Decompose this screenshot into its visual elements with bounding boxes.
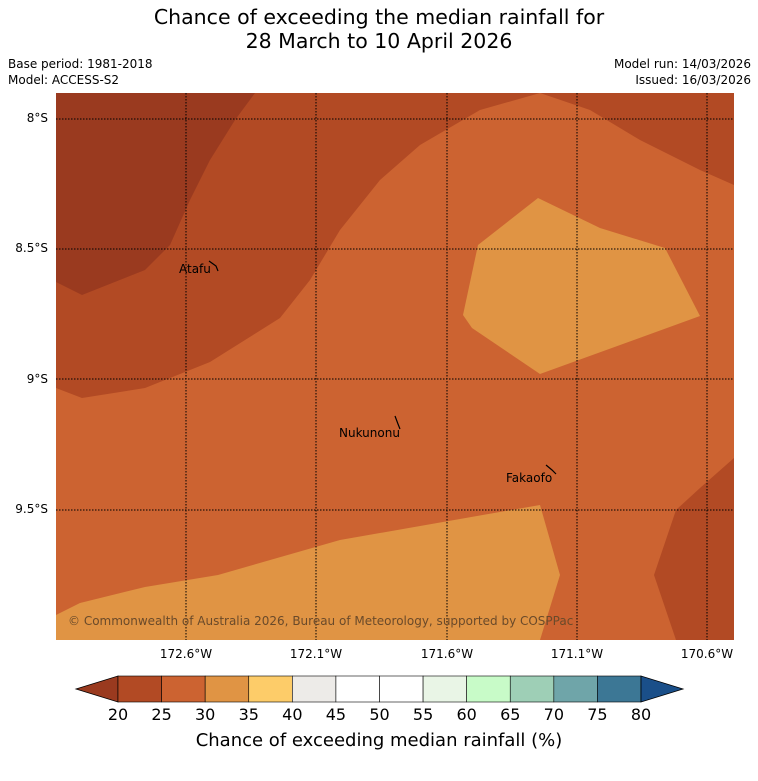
colorbar-segment [335,675,380,703]
colorbar-segment [553,675,598,703]
map-contours [56,93,734,640]
colorbar-segment [204,675,250,703]
colorbar-tick-label: 70 [543,705,564,724]
colorbar-segment [161,675,206,703]
colorbar-segment [422,675,467,703]
colorbar-segment [248,675,293,703]
lon-label-170-6: 170.6°W [680,647,734,661]
atafu-coastline [208,260,219,272]
copyright-notice: © Commonwealth of Australia 2026, Bureau… [68,614,574,628]
colorbar-tick-label: 20 [107,705,129,724]
graticule [56,93,734,640]
lat-label-8-5: 8.5°S [15,241,48,255]
colorbar-extend-high [640,675,685,703]
lat-label-8: 8°S [26,111,48,125]
contour-30-35-northeast [463,198,700,374]
colorbar-tick-label: 40 [282,705,303,724]
lon-label-171-1: 171.1°W [550,647,604,661]
contour-15-20-northwest [56,93,255,295]
fakaofo-coastline [545,464,557,475]
colorbar-segments [74,675,685,703]
colorbar-segment [597,675,642,703]
colorbar-tick-label: 35 [238,705,259,724]
meta-right: Model run: 14/03/2026 Issued: 16/03/2026 [614,56,751,88]
base-period: Base period: 1981-2018 [8,57,153,71]
colorbar-tick-label: 50 [369,705,390,724]
colorbar-tick-label: 60 [456,705,477,724]
colorbar-segment [509,675,555,703]
colorbar-segment [117,675,162,703]
nukunonu-coastline [394,415,401,430]
place-label-fakaofo: Fakaofo [506,471,553,485]
place-label-nukunonu: Nukunonu [339,426,400,440]
title-line-2: 28 March to 10 April 2026 [245,29,513,53]
colorbar-tick-label: 80 [630,705,652,724]
colorbar-tick-label: 65 [500,705,521,724]
title-line-1: Chance of exceeding the median rainfall … [153,5,605,29]
contour-20-25-north [56,93,734,398]
colorbar-tick-label: 55 [412,705,434,724]
colorbar-tick-label: 25 [151,705,172,724]
colorbar-tick-label: 45 [325,705,347,724]
model-run: Model run: 14/03/2026 [613,57,751,71]
colorbar-tick-label: 30 [194,705,216,724]
contour-30-35-south [56,505,560,640]
colorbar-extend-low [74,675,119,703]
lon-label-172-1: 172.1°W [289,647,343,661]
map-title: Chance of exceeding the median rainfall … [0,5,758,53]
coastlines [208,260,557,475]
colorbar-label: Chance of exceeding median rainfall (%) [195,730,563,751]
issued-date: Issued: 16/03/2026 [635,73,751,87]
contour-20-25-southeast [654,458,734,640]
colorbar-tick-label: 75 [587,705,608,724]
lon-label-171-6: 171.6°W [420,647,474,661]
colorbar-segment [292,675,337,703]
lon-label-172-6: 172.6°W [159,647,213,661]
colorbar-segment [466,675,511,703]
meta-left: Base period: 1981-2018 Model: ACCESS-S2 [8,56,153,88]
colorbar-segment [379,675,424,703]
model-name: Model: ACCESS-S2 [8,73,120,87]
place-label-atafu: Atafu [179,262,211,276]
lat-label-9: 9°S [26,372,48,386]
lat-label-9-5: 9.5°S [15,502,48,516]
